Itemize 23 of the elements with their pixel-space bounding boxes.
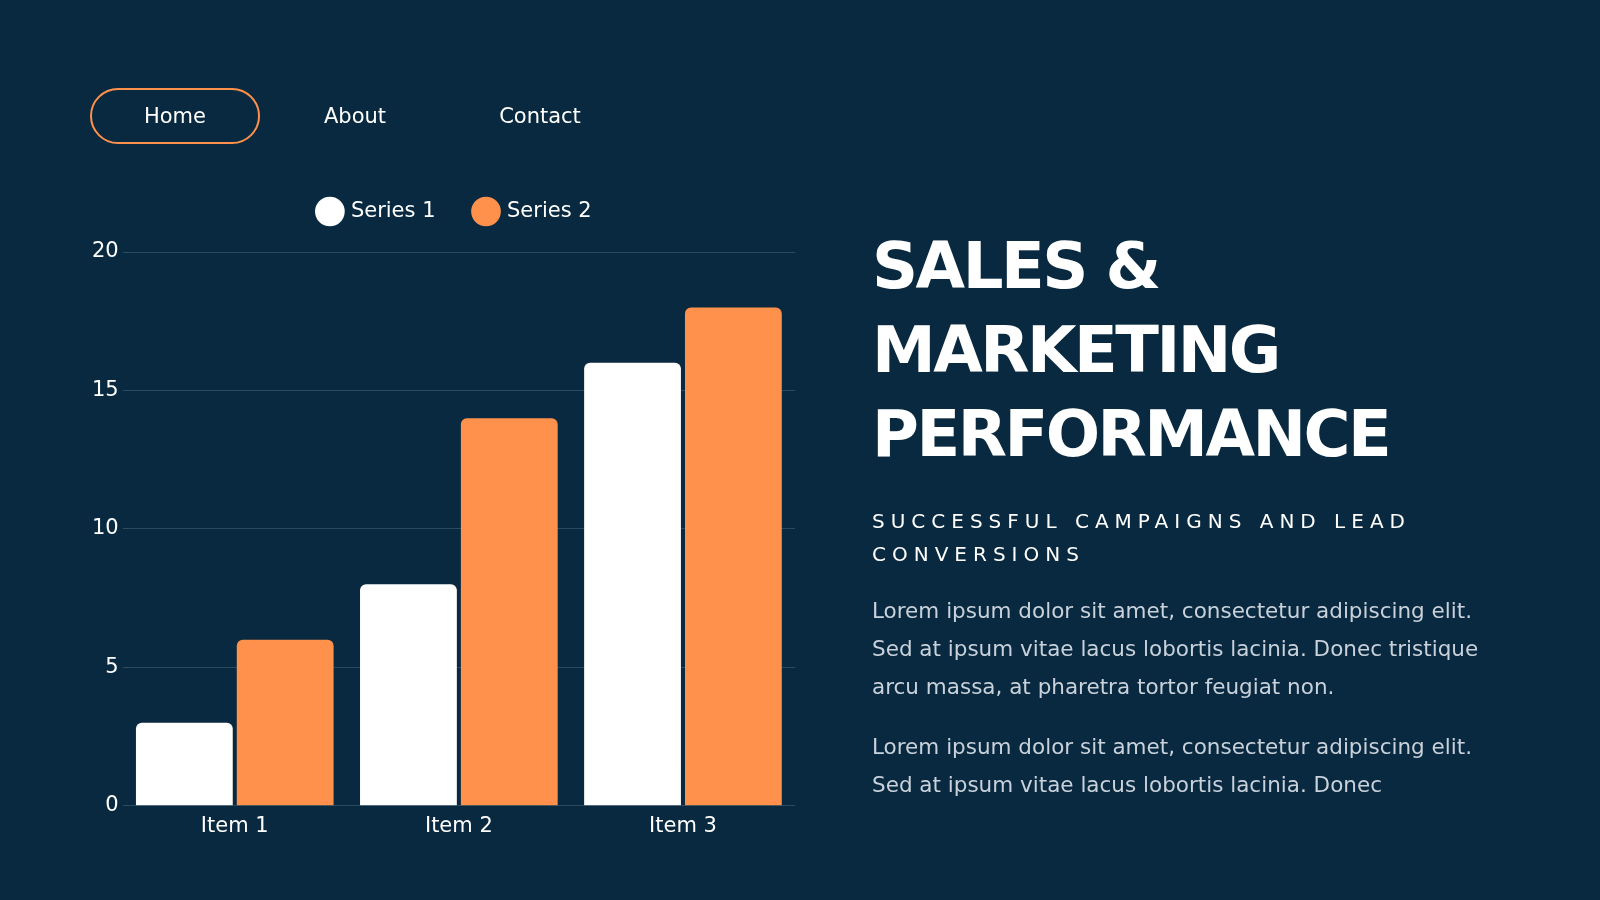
y-tick-label: 15 <box>91 376 119 401</box>
y-tick-label: 10 <box>91 515 119 540</box>
x-tick-label: Item 1 <box>200 812 269 837</box>
bar <box>584 362 681 806</box>
text: SALES & MARKETING PERFORMANCE <box>872 228 1391 473</box>
text: About <box>323 104 387 128</box>
text: Lorem ipsum dolor sit amet, consectetur adipiscing elit. Sed at ipsum vitae lacus lobortis lacinia. Donec <box>872 733 1474 799</box>
text: Lorem ipsum dolor sit amet, consectetur adipiscing elit. Sed at ipsum vitae lacus lobortis lacinia. Donec tristique arcu massa, at pharetra tortor feugiat non. <box>872 597 1480 701</box>
y-tick-label: 5 <box>105 653 119 678</box>
y-tick-label: 0 <box>105 792 119 817</box>
text: Home <box>143 104 206 128</box>
legend-label: Series 2 <box>507 197 592 222</box>
bar <box>460 418 558 806</box>
legend-label: Series 1 <box>350 197 436 222</box>
bar <box>684 307 782 806</box>
bar <box>236 639 334 806</box>
y-tick-label: 20 <box>91 238 119 263</box>
x-tick-label: Item 3 <box>649 812 717 837</box>
text: Contact <box>499 104 581 128</box>
bar <box>360 584 457 806</box>
x-tick-label: Item 2 <box>424 812 493 837</box>
bar <box>135 722 233 806</box>
text: SUCCESSFUL CAMPAIGNS AND LEAD CONVERSIONS <box>872 508 1412 568</box>
